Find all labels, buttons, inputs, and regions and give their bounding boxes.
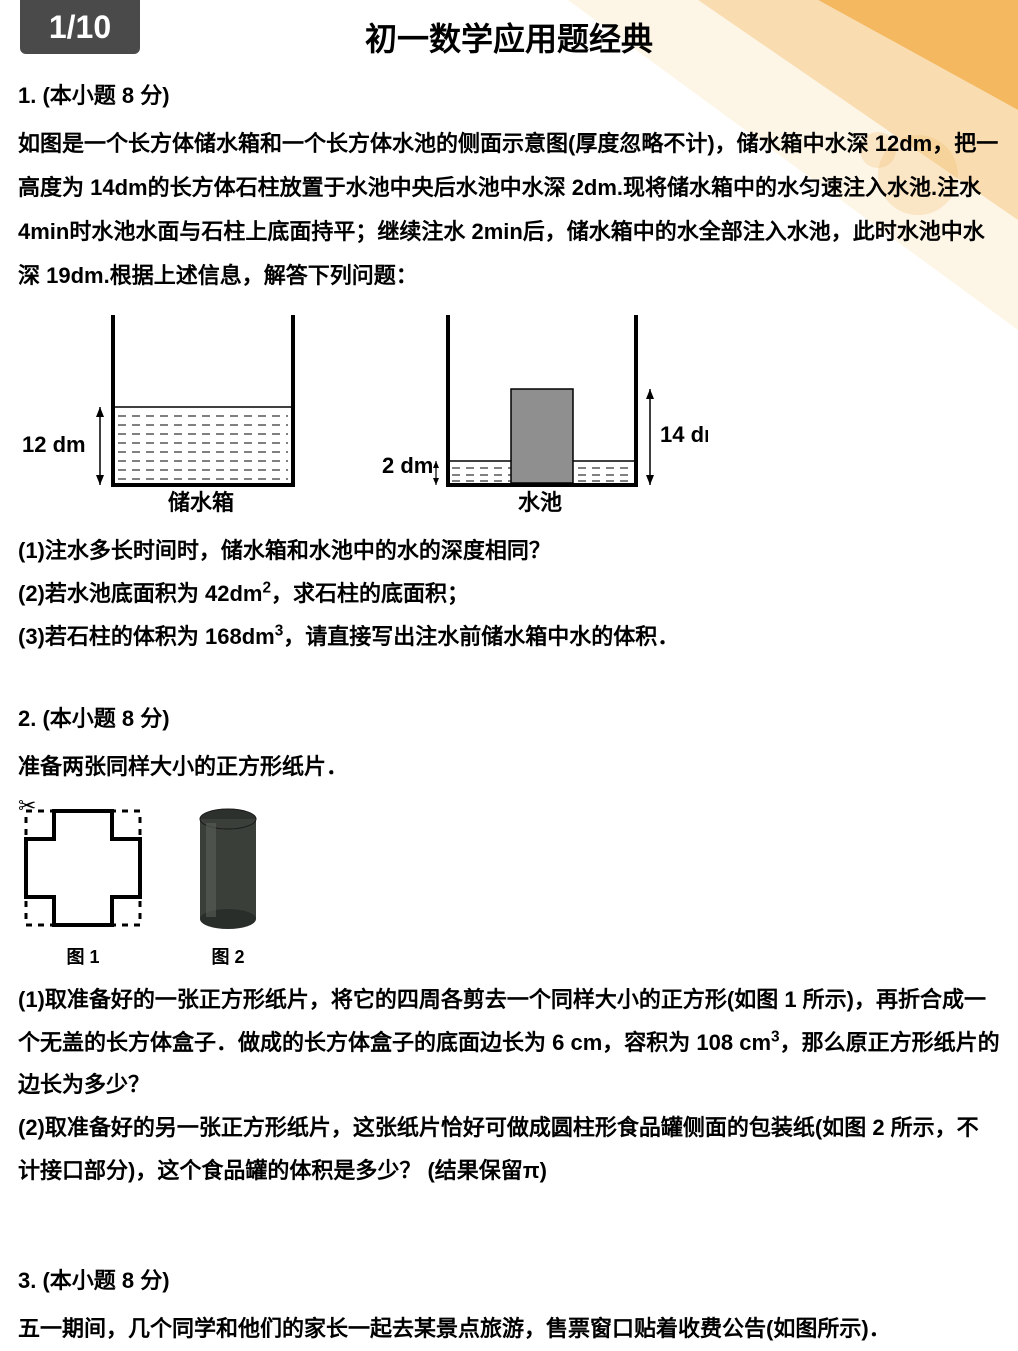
q3-text: 五一期间，几个同学和他们的家长一起去某景点旅游，售票窗口贴着收费公告(如图所示)…: [18, 1307, 1000, 1351]
q1-header: 1. (本小题 8 分): [18, 78, 1000, 110]
q2-header: 2. (本小题 8 分): [18, 701, 1000, 733]
q1-sub2-a: (2)若水池底面积为 42: [18, 581, 229, 606]
pillar-height-label: 14 dm: [660, 422, 708, 447]
q3-header: 3. (本小题 8 分): [18, 1263, 1000, 1295]
q1-sub2-b: ，求石柱的底面积；: [271, 581, 469, 606]
content-area: 1. (本小题 8 分) 如图是一个长方体储水箱和一个长方体水池的侧面示意图(厚…: [18, 70, 1000, 1351]
fig1-svg: ✂: [18, 799, 148, 934]
pool-caption: 水池: [518, 490, 562, 515]
tank-caption: 储水箱: [168, 490, 234, 515]
q2-sub1: (1)取准备好的一张正方形纸片，将它的四周各剪去一个同样大小的正方形(如图 1 …: [18, 979, 1000, 1108]
pool-svg: 2 dm 14 dm 水池: [378, 310, 708, 515]
scissors-icon: ✂: [18, 799, 36, 818]
tank-depth-label: 12 dm: [22, 432, 86, 457]
pool-water-label: 2 dm: [382, 453, 433, 478]
q1-sub1: (1)注水多长时间时，储水箱和水池中的水的深度相同？: [18, 530, 1000, 573]
q1-sub3-b: ，请直接写出注水前储水箱中水的体积．: [283, 624, 679, 649]
q1-sub3-unit: dm: [242, 624, 275, 649]
pool-diagram: 2 dm 14 dm 水池: [378, 310, 708, 520]
q2-fig2: 图 2: [188, 799, 268, 969]
q2-intro: 准备两张同样大小的正方形纸片．: [18, 745, 1000, 789]
q1-sub2-unit: dm: [229, 581, 262, 606]
fig2-svg: [188, 799, 268, 934]
page-title: 初一数学应用题经典: [0, 14, 1018, 60]
q2-fig1: ✂ 图 1: [18, 799, 148, 969]
q2-sub2: (2)取准备好的另一张正方形纸片，这张纸片恰好可做成圆柱形食品罐侧面的包装纸(如…: [18, 1107, 1000, 1193]
q1-text: 如图是一个长方体储水箱和一个长方体水池的侧面示意图(厚度忽略不计)，储水箱中水深…: [18, 122, 1000, 298]
tank-diagram: 12 dm 储水箱: [18, 310, 298, 520]
q1-diagram-row: 12 dm 储水箱: [18, 310, 1000, 520]
q1-sub3: (3)若石柱的体积为 168dm3，请直接写出注水前储水箱中水的体积．: [18, 616, 1000, 659]
q2-sub1-u2: cm: [739, 1030, 771, 1055]
q2-sub1-u1: cm: [570, 1030, 602, 1055]
q1-sub2: (2)若水池底面积为 42dm2，求石柱的底面积；: [18, 573, 1000, 616]
tank-svg: 12 dm 储水箱: [18, 310, 298, 515]
q1-sub3-a: (3)若石柱的体积为 168: [18, 624, 242, 649]
q2-sub1-b: ，容积为 108: [602, 1030, 739, 1055]
q2-figures: ✂ 图 1 图 2: [18, 799, 1000, 969]
fig1-caption: 图 1: [18, 943, 148, 969]
fig2-caption: 图 2: [188, 943, 268, 969]
